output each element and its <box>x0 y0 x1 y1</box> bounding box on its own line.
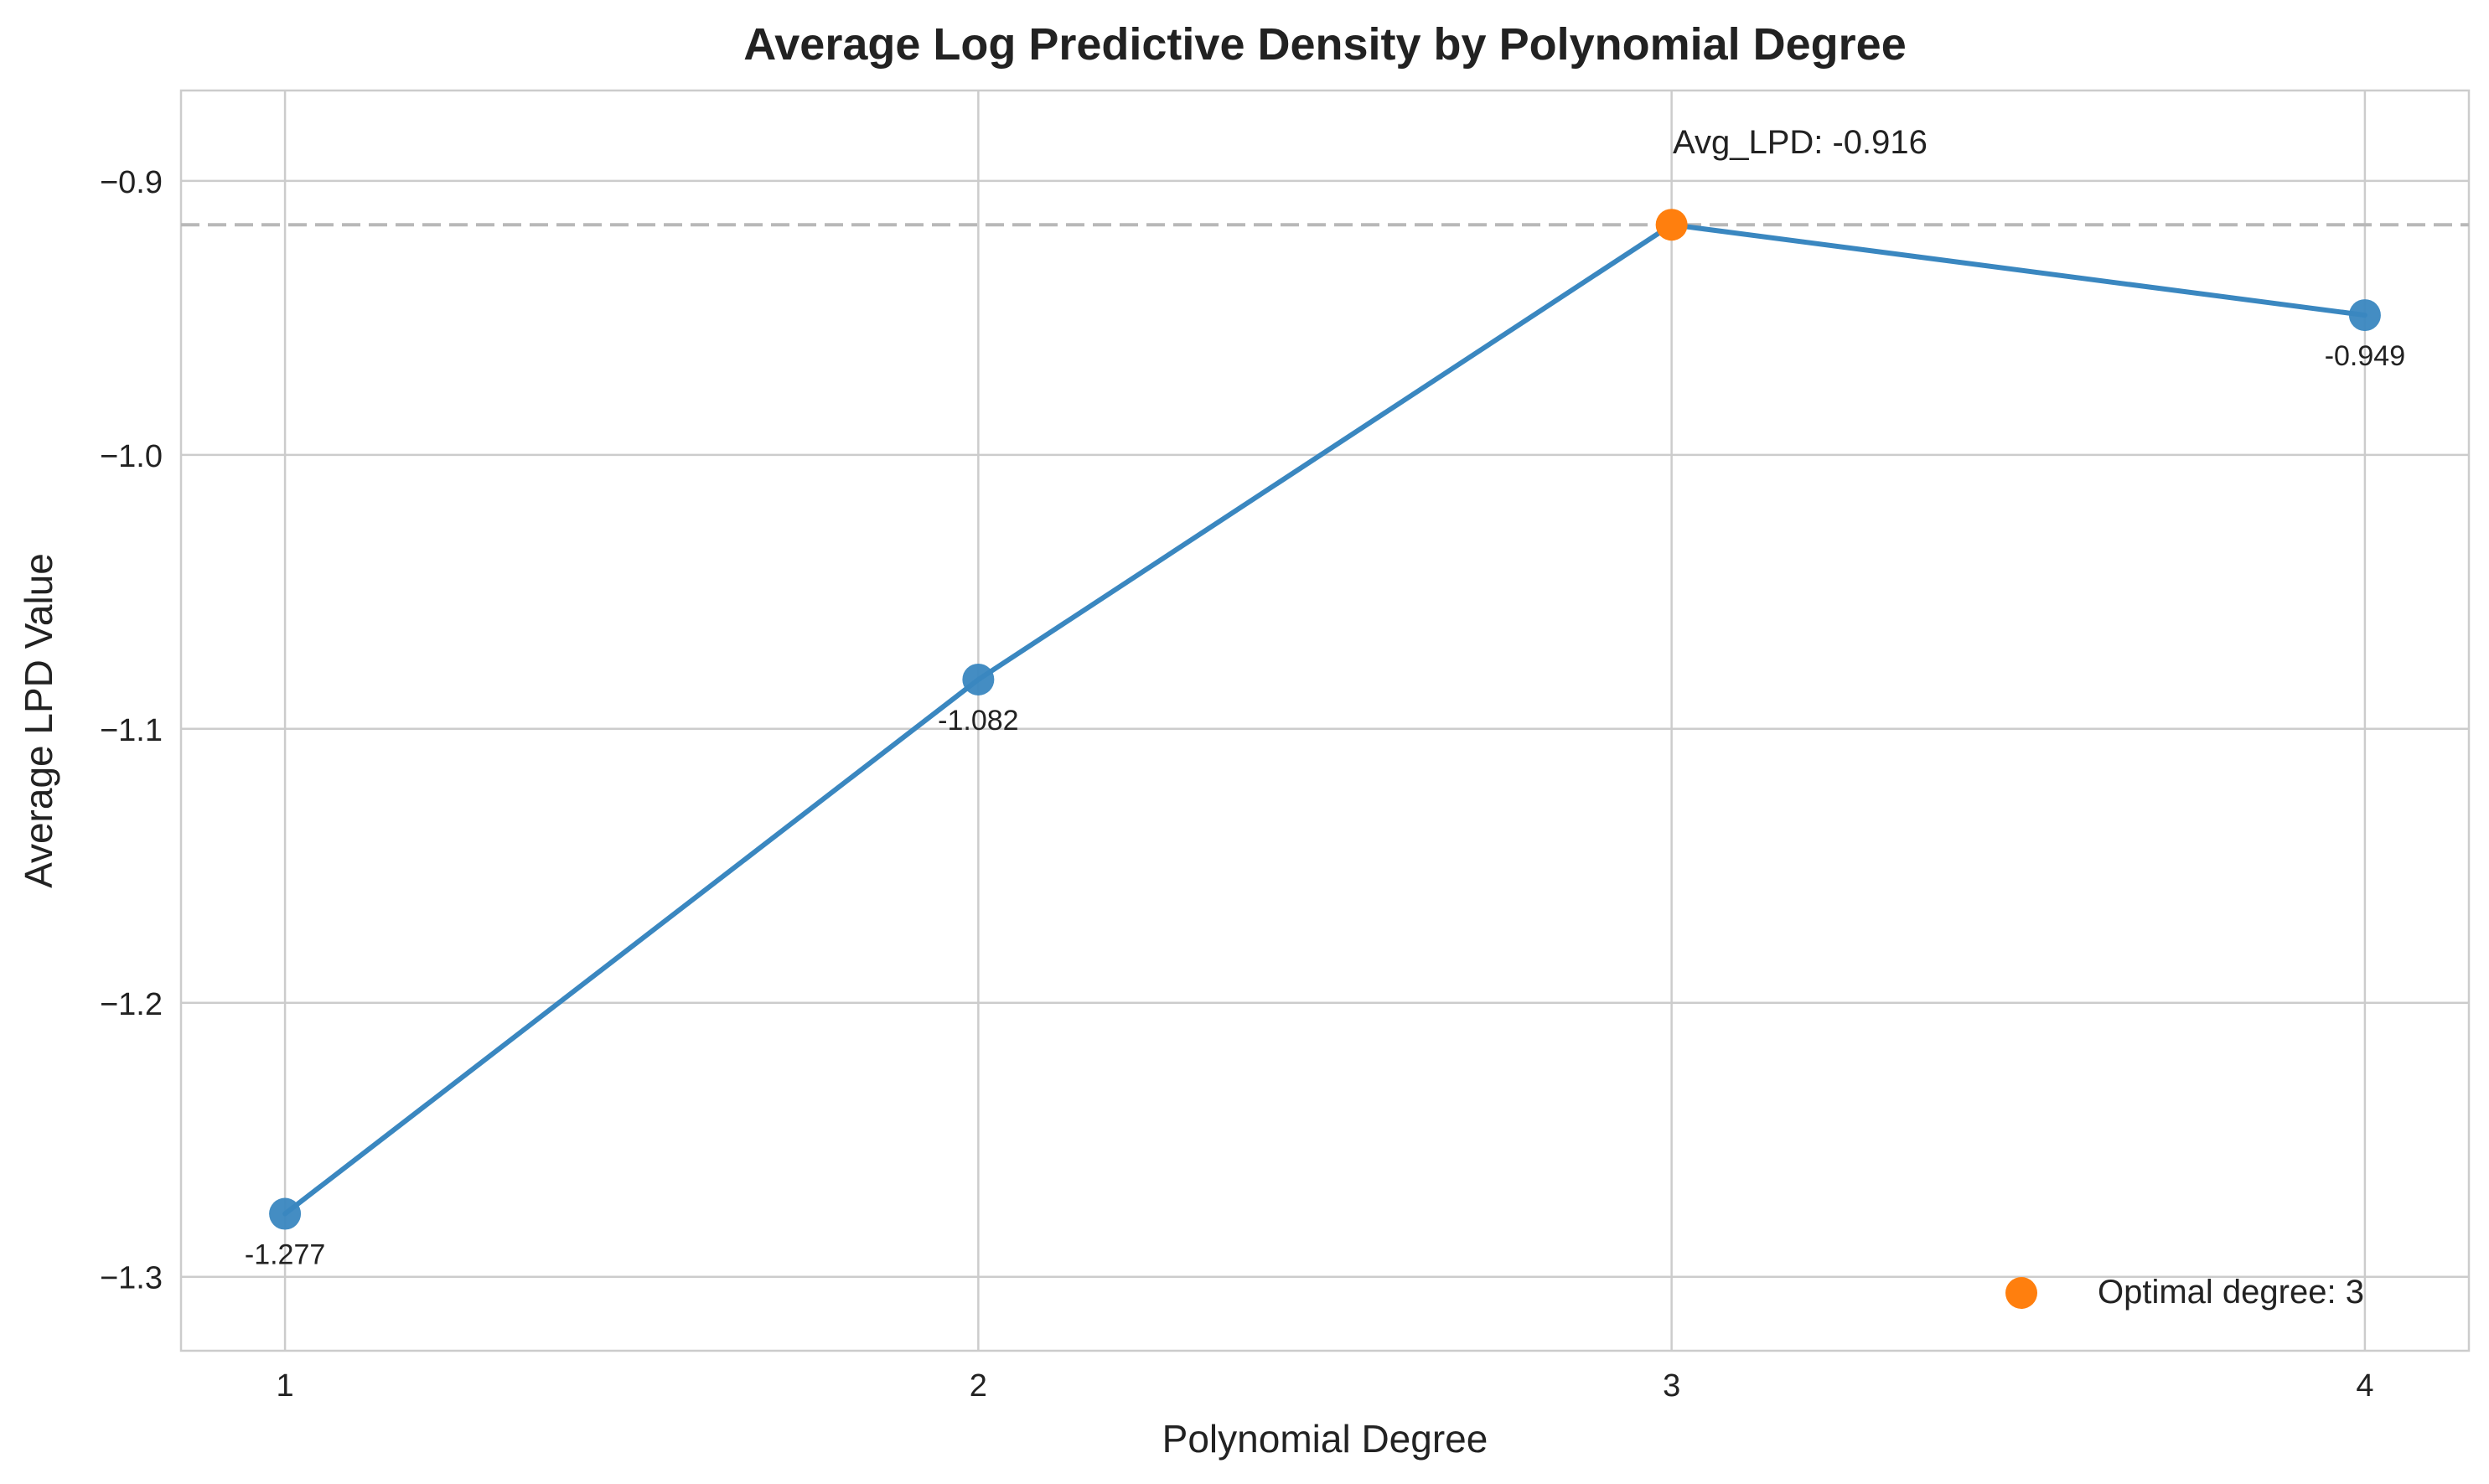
optimal-annotation: Avg_LPD: -0.916 <box>1673 124 1928 161</box>
optimal-point <box>1655 209 1688 241</box>
y-tick-label: −1.2 <box>100 987 163 1022</box>
legend-marker-optimal <box>2005 1277 2037 1309</box>
x-tick-label: 3 <box>1663 1368 1680 1404</box>
data-label: -1.277 <box>245 1239 325 1271</box>
y-tick-label: −1.1 <box>100 713 163 748</box>
x-axis-label: Polynomial Degree <box>1162 1417 1488 1461</box>
x-tick-label: 2 <box>970 1368 987 1404</box>
series-line <box>282 222 2367 1217</box>
data-label: -1.082 <box>938 705 1018 737</box>
legend: Optimal degree: 3 <box>2005 1274 2364 1311</box>
y-tick-label: −1.0 <box>100 439 163 474</box>
x-tick-label: 4 <box>2356 1368 2373 1404</box>
data-point <box>962 663 995 695</box>
data-point <box>2348 299 2381 332</box>
y-tick-label: −0.9 <box>100 165 163 200</box>
y-axis-label: Average LPD Value <box>17 553 60 888</box>
data-point <box>269 1197 302 1230</box>
x-tick-label: 1 <box>277 1368 294 1404</box>
legend-label-optimal: Optimal degree: 3 <box>2098 1274 2364 1311</box>
plot-area-frame <box>179 89 2471 1352</box>
data-label: -0.949 <box>2325 340 2405 372</box>
y-tick-label: −1.3 <box>100 1261 163 1296</box>
chart-title: Average Log Predictive Density by Polyno… <box>743 19 1906 70</box>
tick-label-layer: 1 2 3 4 −0.9 −1.0 −1.1 −1.2 −1.3 <box>100 165 2374 1404</box>
data-label-layer: -1.277 -1.082 -0.949 <box>245 340 2405 1270</box>
series-layer <box>269 209 2381 1230</box>
